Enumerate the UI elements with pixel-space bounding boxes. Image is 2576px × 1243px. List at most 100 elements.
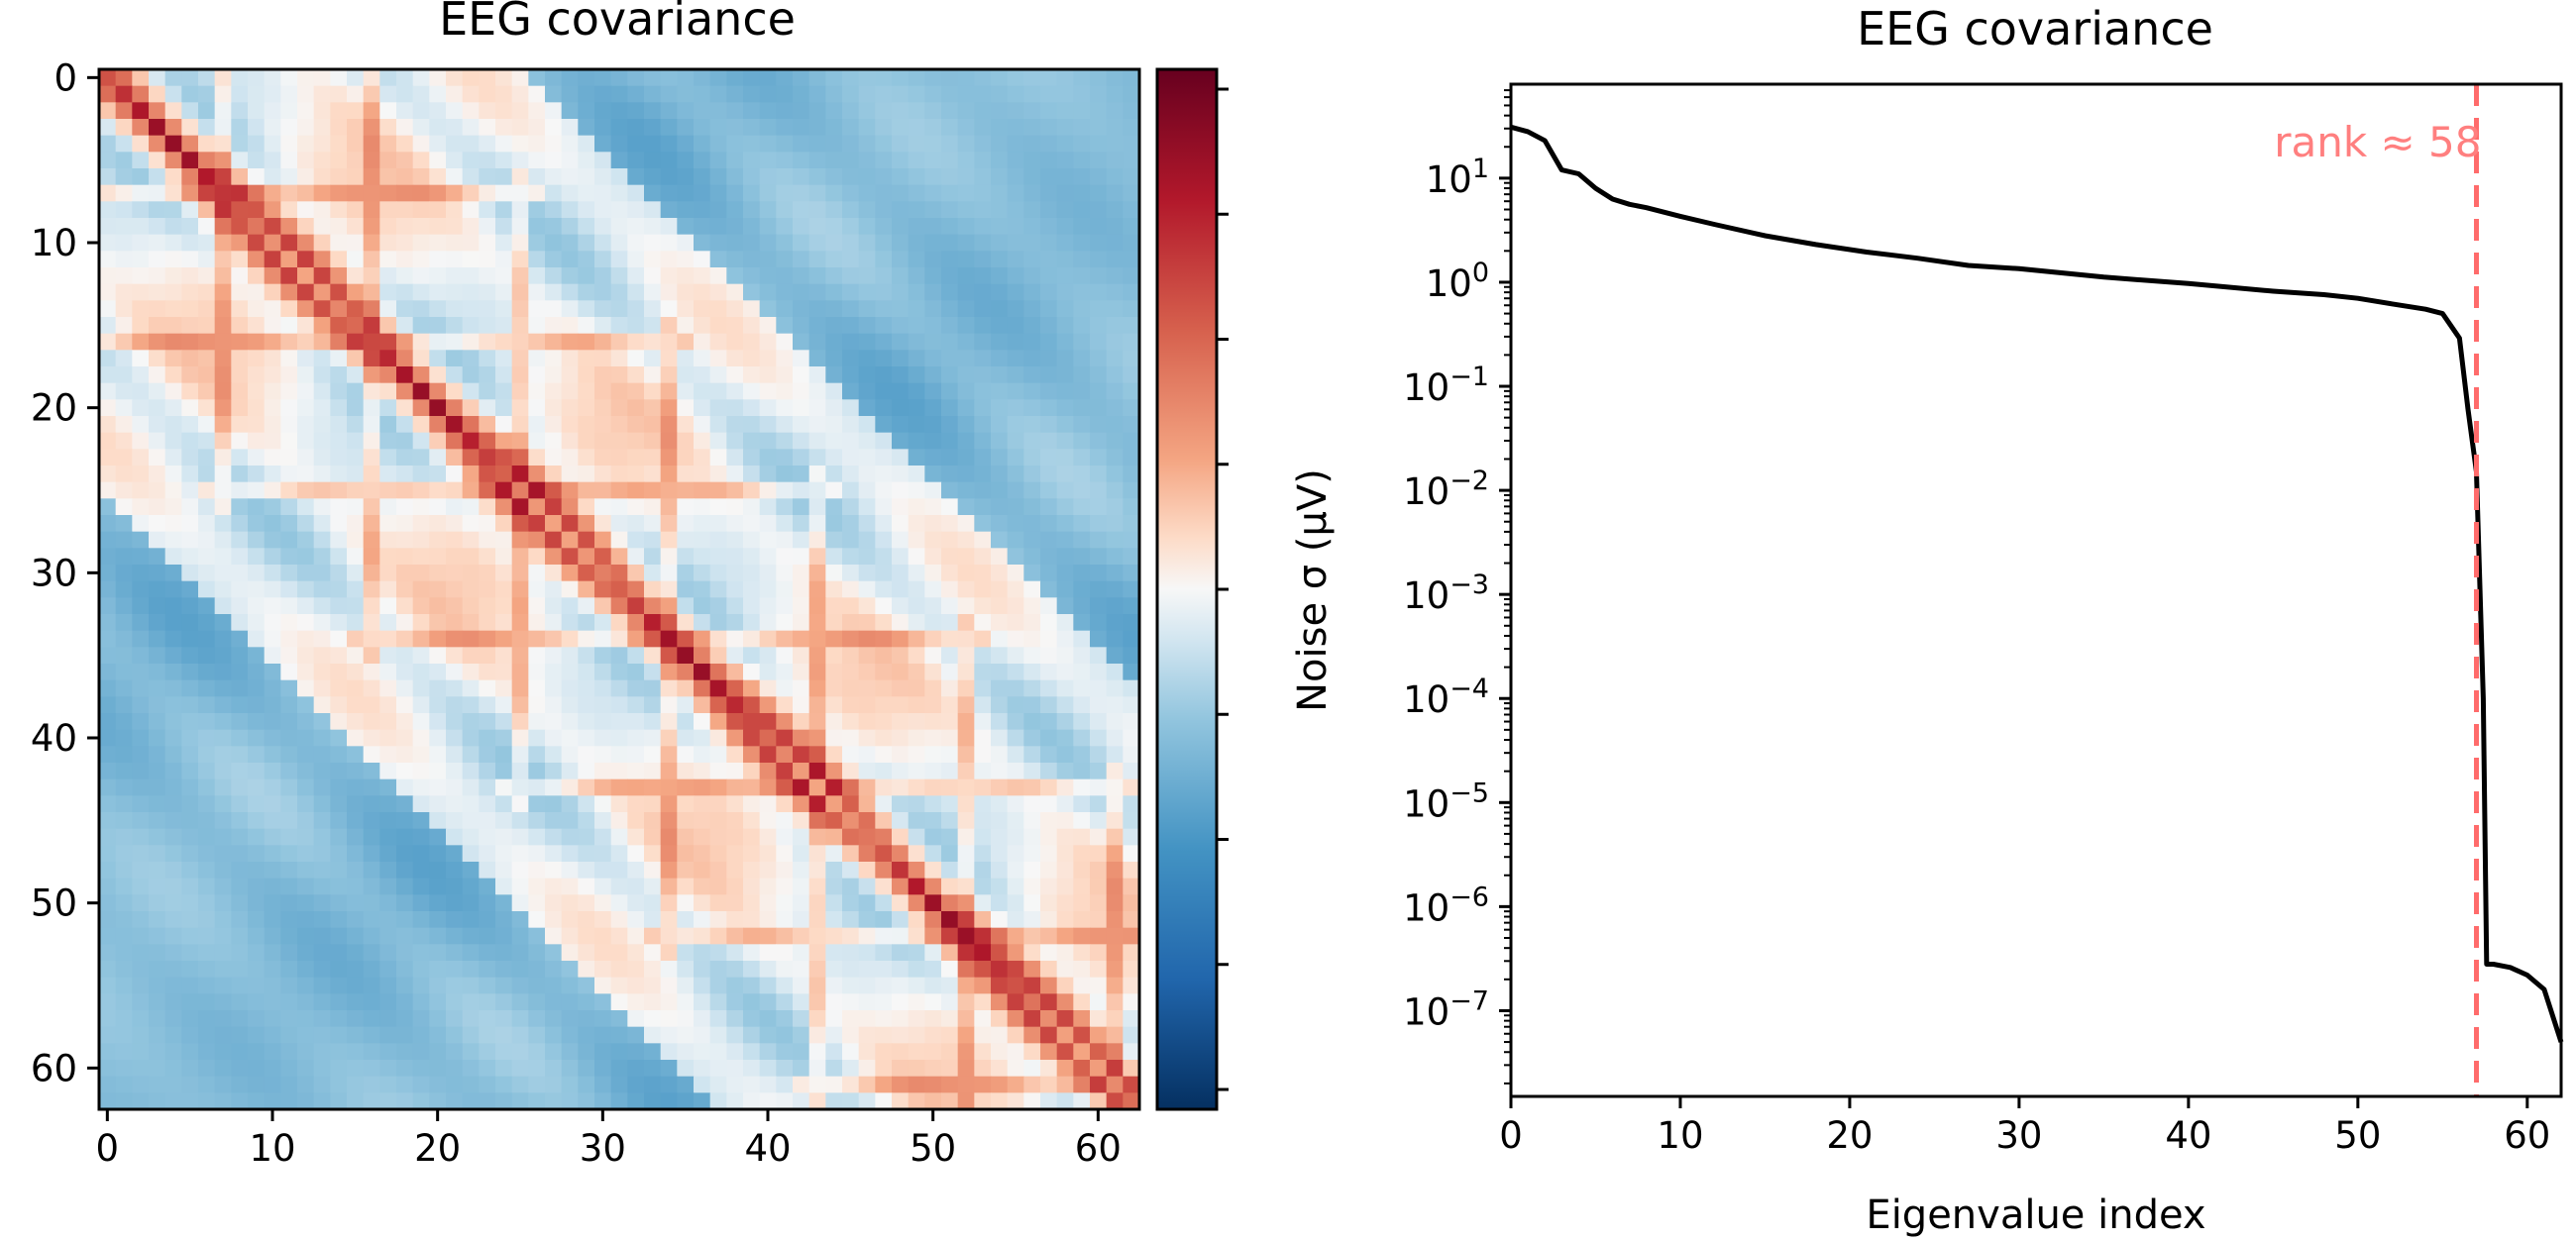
heatmap-cell [1056,300,1074,318]
heatmap-cell [941,251,959,268]
heatmap-cell [132,812,150,830]
heatmap-cell [561,746,579,764]
heatmap-cell [627,531,645,549]
heatmap-cell [214,1060,232,1078]
heatmap-cell [1073,416,1091,434]
heatmap-cell [164,927,182,945]
heatmap-cell [825,696,843,714]
heatmap-cell [198,466,216,483]
heatmap-cell [115,366,133,384]
heatmap-cell [363,184,380,202]
heatmap-cell [429,416,447,434]
heatmap-cell [644,119,662,137]
heatmap-cell [694,812,711,830]
heatmap-cell [479,911,496,929]
heatmap-cell [511,1092,529,1110]
heatmap-cell [297,1010,315,1028]
heatmap-cell [908,218,925,236]
heatmap-cell [677,679,695,697]
heatmap-cell [115,911,133,929]
heatmap-cell [248,498,266,516]
heatmap-cell [1040,664,1058,681]
heatmap-cell [892,1043,910,1061]
heatmap-cell [974,69,992,87]
heatmap-cell [164,382,182,400]
heatmap-cell [561,201,579,219]
heatmap-cell [644,416,662,434]
heatmap-cell [280,713,298,731]
heatmap-cell [892,993,910,1011]
heatmap-cell [396,466,414,483]
heatmap-cell [974,597,992,615]
heatmap-cell [1073,350,1091,367]
heatmap-cell [462,1060,480,1078]
heatmap-cell [149,251,166,268]
heatmap-cell [974,795,992,813]
heatmap-cell [808,481,826,499]
heatmap-cell [908,515,925,533]
heatmap-cell [198,102,216,120]
heatmap-cell [610,713,628,731]
heatmap-cell [330,251,348,268]
heatmap-cell [115,795,133,813]
heatmap-cell [181,763,199,780]
heatmap-cell [941,812,959,830]
heatmap-cell [941,366,959,384]
heatmap-cell [991,184,1009,202]
heatmap-cell [297,993,315,1011]
heatmap-cell [1023,466,1041,483]
heatmap-cell [412,763,430,780]
heatmap-cell [1106,350,1124,367]
heatmap-x-tick-label: 40 [744,1127,791,1170]
heatmap-cell [396,119,414,137]
heatmap-cell [149,647,166,665]
heatmap-cell [941,481,959,499]
heatmap-cell [709,647,727,665]
heatmap-cell [578,729,595,747]
heatmap-cell [759,333,777,351]
heatmap-cell [1073,548,1091,566]
heatmap-cell [412,679,430,697]
heatmap-cell [1090,894,1108,912]
heatmap-cell [1106,466,1124,483]
heatmap-cell [660,399,678,417]
heatmap-cell [561,69,579,87]
heatmap-cell [892,1092,910,1110]
heatmap-cell [974,696,992,714]
heatmap-cell [908,614,925,632]
heatmap-cell [610,466,628,483]
heatmap-cell [842,317,860,335]
heatmap-cell [594,763,612,780]
heatmap-cell [446,218,464,236]
heatmap-cell [759,961,777,979]
heatmap-cell [1123,580,1140,598]
heatmap-cell [561,498,579,516]
heatmap-cell [149,515,166,533]
heatmap-cell [214,630,232,648]
heatmap-cell [462,729,480,747]
heatmap-cell [379,961,397,979]
heatmap-cell [313,878,331,895]
heatmap-cell [313,828,331,846]
heatmap-cell [231,795,249,813]
heatmap-cell [825,102,843,120]
heatmap-cell [412,1043,430,1061]
heatmap-cell [347,862,365,880]
heatmap-cell [132,251,150,268]
heatmap-cell [330,993,348,1011]
heatmap-cell [660,184,678,202]
heatmap-cell [264,283,281,301]
heatmap-cell [149,481,166,499]
heatmap-cell [825,795,843,813]
heatmap-cell [825,679,843,697]
heatmap-cell [1123,713,1140,731]
heatmap-cell [280,630,298,648]
heatmap-cell [561,845,579,863]
heatmap-cell [644,580,662,598]
heatmap-cell [214,664,232,681]
heatmap-cell [941,531,959,549]
heatmap-cell [858,664,876,681]
heatmap-cell [924,416,942,434]
heatmap-cell [511,679,529,697]
heatmap-cell [347,927,365,945]
